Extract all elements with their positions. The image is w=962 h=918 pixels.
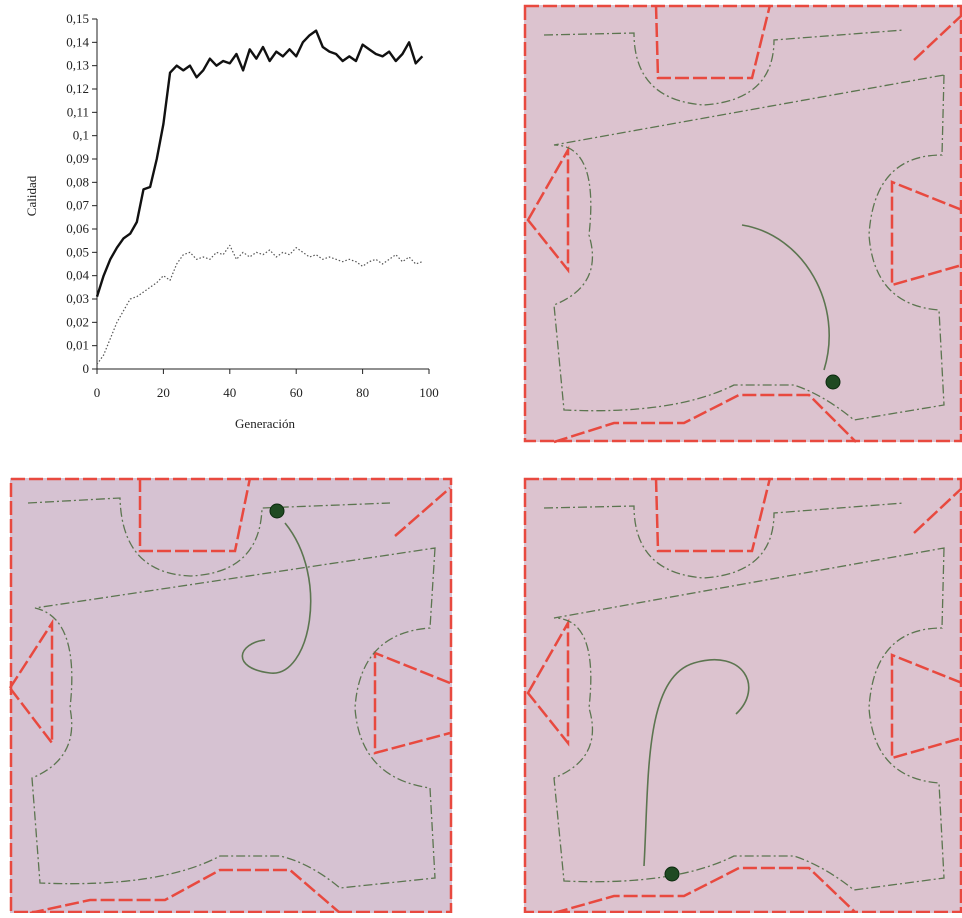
y-tick-label: 0,07: [66, 198, 89, 213]
trajectory: [741, 224, 830, 371]
sensor-trace: [543, 502, 945, 891]
obstacle: [394, 487, 451, 537]
arena-wall: [9, 477, 453, 914]
x-tick-label: 100: [419, 385, 439, 400]
obstacle: [890, 653, 962, 760]
y-tick-label: 0,12: [66, 81, 89, 96]
obstacle: [553, 866, 857, 915]
y-tick-label: 0,02: [66, 314, 89, 329]
x-tick-label: 20: [157, 385, 170, 400]
trajectory: [643, 658, 750, 867]
sensor-trace: [27, 497, 436, 889]
obstacle: [526, 618, 570, 747]
obstacle: [913, 487, 962, 534]
x-tick-label: 40: [223, 385, 236, 400]
arena-floor: [524, 5, 962, 442]
arena-panel: [8, 477, 453, 915]
y-axis-label: Calidad: [24, 175, 39, 216]
y-tick-label: 0,04: [66, 268, 89, 283]
x-tick-label: 60: [290, 385, 303, 400]
arena-panel: [523, 477, 962, 915]
x-axis-label: Generación: [235, 416, 295, 431]
plot: 0 0,01 0,02 0,03 0,04 0,05 0,06 0,07 0,08 0,09 0,1…: [66, 11, 439, 400]
robot: [664, 866, 680, 882]
obstacle: [654, 4, 772, 80]
y-tick-label: 0,08: [66, 174, 89, 189]
x-tick-label: 80: [356, 385, 369, 400]
y-tick-label: 0,05: [66, 244, 89, 259]
y-tick-label: 0,01: [66, 338, 89, 353]
obstacle: [526, 145, 570, 274]
data-line: [95, 29, 424, 298]
robot: [269, 503, 285, 519]
arena-floor: [524, 478, 962, 913]
obstacle: [913, 14, 962, 61]
obstacle: [654, 477, 772, 553]
obstacle: [373, 651, 451, 755]
x-tick-label: 0: [94, 385, 101, 400]
robot: [825, 374, 841, 390]
obstacle: [8, 618, 54, 747]
y-tick-label: 0,14: [66, 34, 89, 49]
arena-wall: [523, 4, 962, 443]
y-tick-label: 0,03: [66, 291, 89, 306]
arena-wall: [523, 477, 962, 914]
obstacle: [890, 180, 962, 287]
obstacle: [553, 393, 857, 444]
y-tick-label: 0: [83, 361, 90, 376]
y-tick-label: 0,11: [67, 104, 89, 119]
data-line: [96, 244, 423, 365]
y-tick-label: 0,15: [66, 11, 89, 26]
y-tick-label: 0,13: [66, 58, 89, 73]
y-tick-label: 0,09: [66, 151, 89, 166]
sensor-trace: [543, 29, 945, 421]
arena-floor: [10, 478, 452, 913]
arena-panel: [523, 4, 962, 444]
obstacle: [29, 868, 341, 915]
trajectory: [241, 522, 312, 674]
obstacle: [138, 477, 252, 553]
y-tick-label: 0,1: [73, 128, 89, 143]
y-tick-label: 0,06: [66, 221, 89, 236]
